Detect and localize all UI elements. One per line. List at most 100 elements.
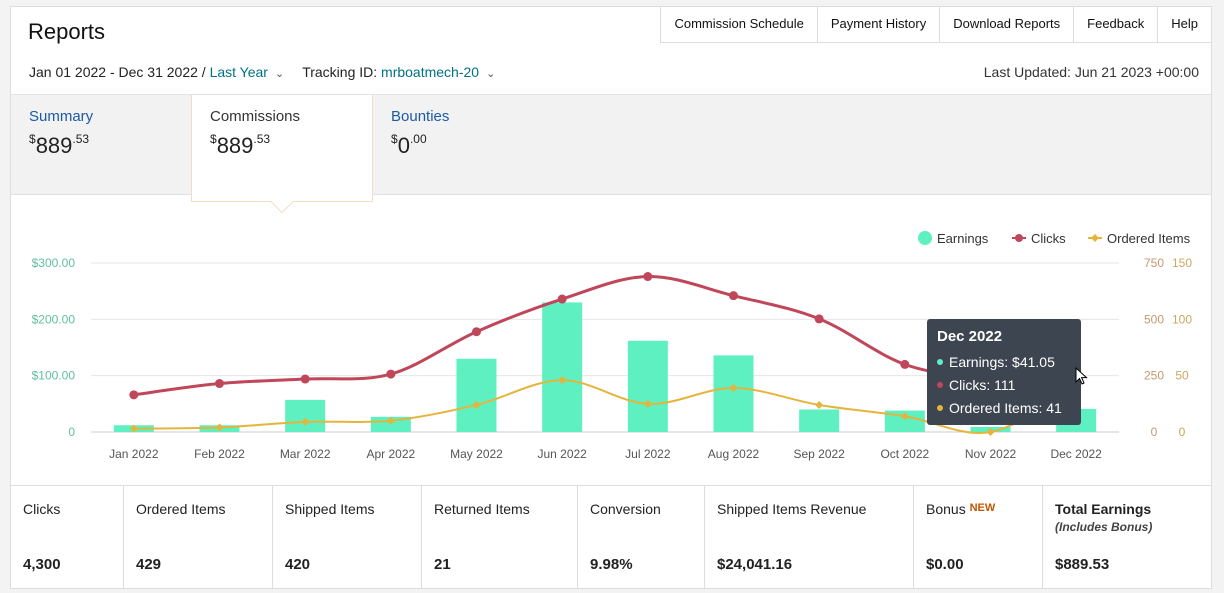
tab-commissions-label: Commissions (210, 108, 301, 125)
point-ordered-items (643, 399, 652, 408)
point-clicks (300, 374, 310, 384)
y-axis-tick-items: 150 (1172, 256, 1192, 270)
chevron-down-icon[interactable]: ⌄ (486, 67, 496, 80)
point-ordered-items (472, 400, 481, 409)
y-axis-tick-clicks: 500 (1144, 312, 1164, 326)
y-axis-tick-items: 100 (1172, 312, 1192, 326)
y-axis-tick-clicks: 250 (1144, 369, 1164, 383)
bar-earnings (799, 409, 840, 432)
tooltip-title: Dec 2022 (937, 328, 1003, 345)
tab-summary-value: $889.53 (29, 132, 90, 158)
chevron-down-icon[interactable]: ⌄ (274, 67, 285, 80)
x-axis-tick: May 2022 (450, 447, 503, 461)
x-axis-tick: Oct 2022 (880, 447, 929, 461)
legend-earnings-marker (918, 231, 932, 245)
stat-total-earnings: Total Earnings (Includes Bonus) $889.53 (1043, 486, 1211, 589)
tab-summary[interactable]: Summary $889.53 (29, 95, 93, 195)
chart-tooltip: Dec 2022 Earnings: $41.05 Clicks: 111 Or… (927, 319, 1081, 425)
stat-value: 420 (285, 556, 311, 573)
point-ordered-items (900, 412, 909, 421)
stat-label: Ordered Items (136, 501, 226, 517)
stat-sublabel: (Includes Bonus) (1055, 520, 1153, 534)
stat-label: Total Earnings (1055, 501, 1152, 517)
stat-value: 9.98% (590, 556, 633, 573)
x-axis-tick: Nov 2022 (965, 447, 1017, 461)
stat-label: Shipped Items (285, 501, 375, 517)
x-axis-tick: Dec 2022 (1050, 447, 1102, 461)
stat-bonus: Bonus NEW $0.00 (914, 486, 1043, 589)
point-clicks (814, 314, 824, 324)
date-range: Jan 01 2022 - Dec 31 2022 / (29, 64, 206, 80)
legend-items-diamond (1091, 234, 1099, 242)
legend-label: Earnings (937, 231, 989, 246)
y-axis-tick-items: 0 (1179, 425, 1186, 439)
tab-commissions[interactable]: Commissions $889.53 (191, 95, 373, 214)
x-axis-tick: Apr 2022 (366, 447, 415, 461)
point-clicks (386, 369, 396, 379)
stat-value: 429 (136, 556, 162, 573)
stat-conversion: Conversion 9.98% (578, 486, 705, 589)
stat-clicks: Clicks 4,300 (11, 486, 124, 589)
mouse-cursor-icon (1075, 367, 1088, 385)
tooltip-clicks: Clicks: 111 (937, 374, 1071, 397)
tab-bounties[interactable]: Bounties $0.00 (391, 95, 449, 195)
line-clicks (133, 275, 1077, 409)
bar-earnings (456, 358, 497, 432)
x-axis-tick: Sep 2022 (793, 447, 845, 461)
point-ordered-items (729, 384, 738, 393)
bar-earnings (285, 399, 326, 432)
stat-label: Clicks (23, 501, 61, 517)
point-clicks (643, 272, 653, 282)
stat-label: Shipped Items Revenue (717, 501, 867, 517)
period-dropdown[interactable]: Last Year (209, 64, 268, 80)
point-clicks (215, 379, 224, 389)
bar-earnings (713, 355, 754, 432)
line-ordered-items (133, 379, 1077, 434)
reports-panel: Reports Commission Schedule Payment Hist… (10, 6, 1212, 589)
bar-earnings (627, 340, 668, 432)
x-axis-tick: Jan 2022 (109, 447, 159, 461)
legend-clicks-dot (1015, 234, 1023, 242)
y-axis-tick-left: $100.00 (32, 369, 76, 383)
earnings-tabs: Summary $889.53 Commissions $889.53 Boun… (11, 94, 1211, 214)
y-axis-tick-left: $200.00 (32, 312, 76, 326)
tab-bounties-value: $0.00 (391, 132, 427, 158)
point-clicks (557, 294, 567, 304)
stat-label: Conversion (590, 501, 661, 517)
point-clicks (729, 291, 738, 301)
tab-commissions-value: $889.53 (210, 132, 271, 158)
download-reports-link[interactable]: Download Reports (940, 7, 1075, 42)
point-ordered-items (986, 428, 995, 436)
point-ordered-items (215, 423, 224, 432)
tracking-id-dropdown[interactable]: mrboatmech-20 (381, 64, 480, 80)
point-clicks (129, 390, 139, 400)
stat-value: 21 (434, 556, 451, 573)
new-badge: NEW (969, 502, 996, 514)
tab-bounties-label[interactable]: Bounties (391, 108, 450, 125)
stat-shipped-items: Shipped Items 420 (273, 486, 422, 589)
stat-label: Bonus NEW (926, 501, 996, 517)
stat-value: $24,041.16 (717, 556, 793, 573)
point-clicks (900, 359, 910, 369)
tab-summary-label[interactable]: Summary (29, 108, 94, 125)
payment-history-link[interactable]: Payment History (817, 7, 941, 42)
y-axis-tick-clicks: 0 (1151, 425, 1158, 439)
stat-ordered-items: Ordered Items 429 (124, 486, 273, 589)
x-axis-tick: Jul 2022 (625, 447, 671, 461)
stat-label: Returned Items (434, 501, 530, 517)
point-clicks (472, 327, 481, 337)
help-link[interactable]: Help (1158, 7, 1211, 42)
point-ordered-items (301, 417, 310, 426)
point-ordered-items (815, 400, 824, 409)
stat-value: $0.00 (926, 556, 964, 573)
tracking-label: Tracking ID: (302, 64, 378, 80)
earnings-chart: $300.00 750 150$200.00 500 100$100.00 250 500 0… (32, 231, 1192, 461)
bar-earnings (542, 302, 583, 432)
stat-shipped-revenue: Shipped Items Revenue $24,041.16 (705, 486, 914, 589)
x-axis-tick: Feb 2022 (194, 447, 245, 461)
feedback-link[interactable]: Feedback (1074, 7, 1159, 42)
point-ordered-items (558, 376, 567, 385)
page-title: Reports (28, 19, 106, 44)
legend-label: Clicks (1031, 231, 1066, 246)
commission-schedule-link[interactable]: Commission Schedule (661, 7, 818, 42)
